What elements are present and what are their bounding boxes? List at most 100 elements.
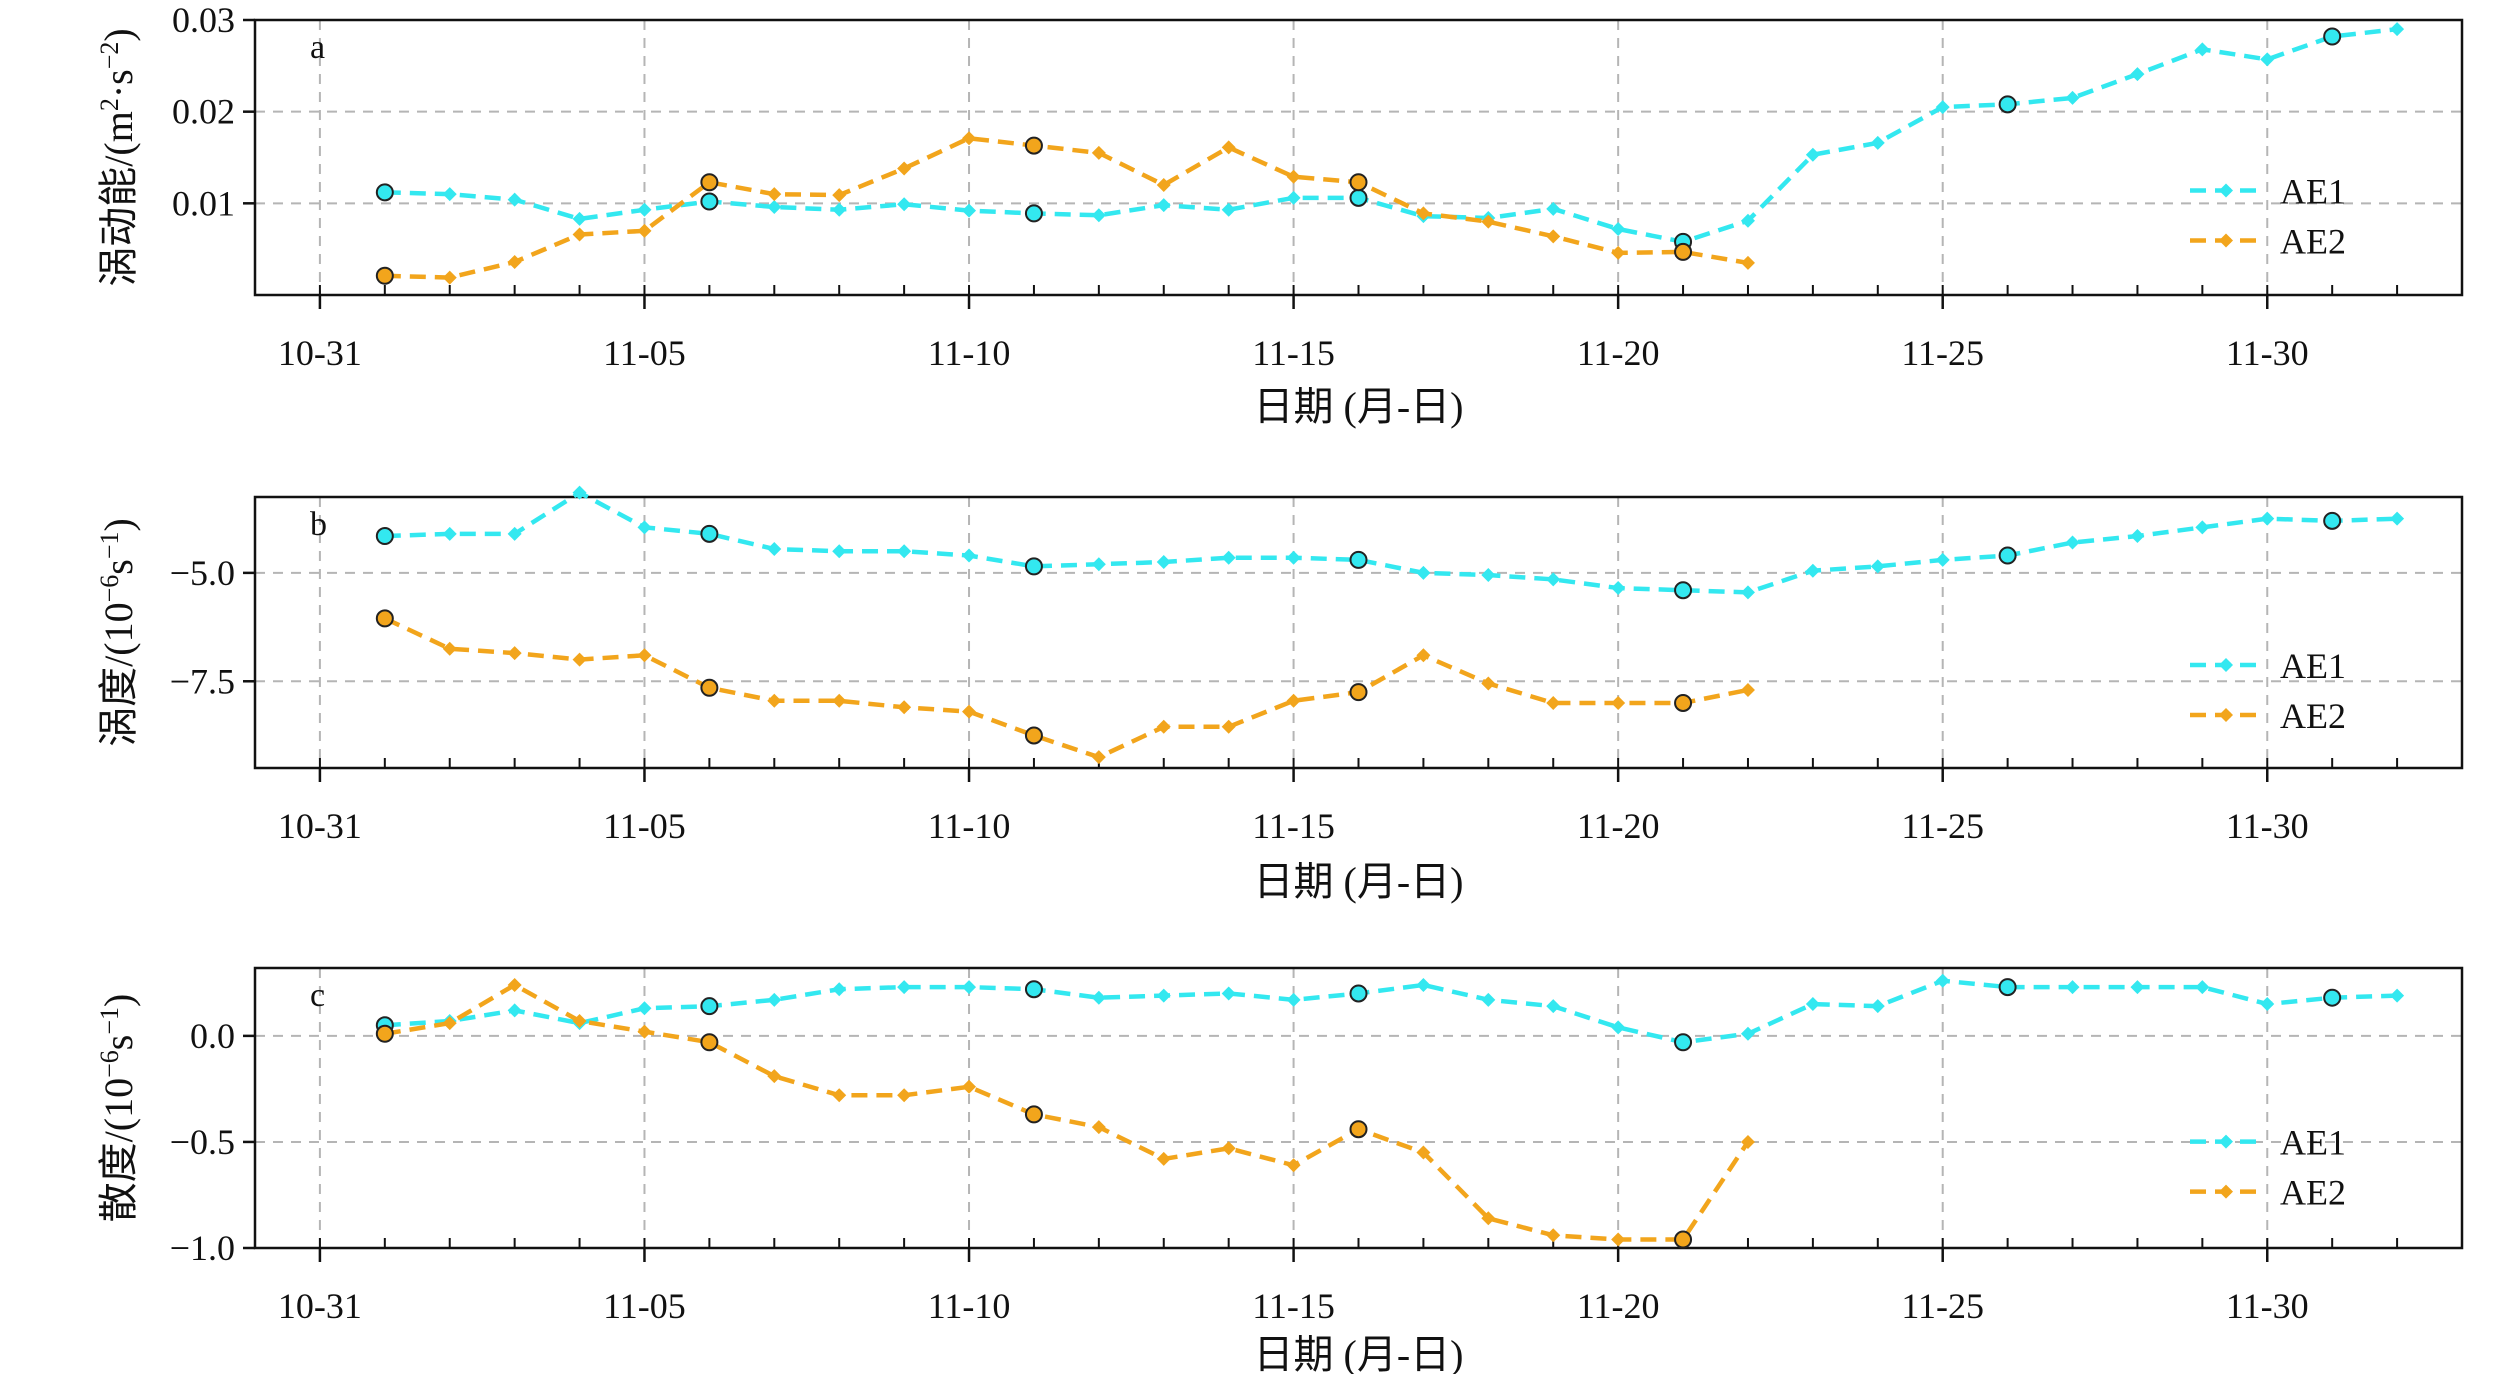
highlighted-point-ae1 [1349,188,1368,207]
series-line-ae1 [384,490,2398,595]
data-point-ae1 [2390,511,2405,526]
data-point-ae1 [1870,999,1885,1014]
x-tick-label: 11-10 [928,806,1011,846]
highlighted-point-ae2 [700,1033,719,1052]
legend-marker-ae2 [2219,1184,2233,1199]
data-point-ae2 [1091,1120,1106,1135]
data-point-ae2 [1546,695,1561,710]
data-point-ae1 [1156,555,1171,570]
highlighted-point-ae1 [1998,95,2017,114]
x-tick-label: 11-20 [1577,333,1660,373]
y-axis-title: 涡度/(10−6s−1) [95,518,142,747]
data-point-ae2 [832,188,847,203]
x-tick-label: 11-30 [2226,806,2309,846]
data-point-ae2 [1611,1232,1626,1247]
highlighted-point-ae2 [1674,1230,1693,1249]
highlighted-point-ae2 [1024,136,1043,155]
highlighted-point-ae1 [700,192,719,211]
x-tick-label: 11-25 [1901,806,1984,846]
legend-marker-ae1 [2219,658,2233,673]
legend-label-ae1: AE1 [2280,172,2346,212]
data-point-ae1 [2260,52,2275,67]
data-point-ae2 [1091,145,1106,160]
x-tick-label: 11-15 [1252,333,1335,373]
data-point-ae2 [507,977,522,992]
highlighted-point-ae1 [1998,978,2017,997]
data-point-ae2 [1286,169,1301,184]
data-point-ae1 [1156,198,1171,213]
x-tick-label: 11-20 [1577,806,1660,846]
data-point-ae1 [962,548,977,563]
data-point-ae1 [2130,980,2145,995]
y-tick-label: −1.0 [170,1228,235,1268]
x-tick-label: 11-05 [603,806,686,846]
data-point-ae1 [637,520,652,535]
data-point-ae1 [507,526,522,541]
data-point-ae1 [2195,980,2210,995]
data-point-ae1 [1286,992,1301,1007]
highlighted-point-ae2 [375,609,394,628]
data-point-ae1 [2390,988,2405,1003]
data-point-ae2 [507,255,522,269]
series-line-ae2 [384,135,1749,280]
data-point-ae2 [1416,1145,1431,1160]
data-point-ae2 [442,641,457,656]
highlighted-point-ae1 [1998,546,2017,565]
data-point-ae1 [1805,147,1820,162]
data-point-ae2 [1740,255,1755,270]
data-point-ae2 [1481,1211,1496,1226]
data-point-ae2 [1481,676,1496,691]
highlighted-point-ae2 [1349,1120,1368,1139]
highlighted-point-ae1 [700,997,719,1016]
data-point-ae1 [767,200,782,214]
data-point-ae2 [1221,719,1236,734]
data-point-ae1 [1221,986,1236,1001]
data-point-ae2 [1416,206,1431,221]
data-point-ae2 [507,646,522,661]
x-axis-title: 日期 (月-日) [1254,384,1464,429]
data-point-ae2 [832,1088,847,1103]
data-point-ae2 [637,1024,652,1039]
data-point-ae2 [572,652,587,667]
data-point-ae1 [1546,999,1561,1014]
data-point-ae2 [897,161,912,176]
y-tick-label: 0.0 [190,1016,235,1056]
panel-label: a [310,29,325,66]
data-point-ae1 [1935,100,1950,115]
x-tick-label: 11-30 [2226,1286,2309,1326]
data-point-ae2 [1221,1141,1236,1156]
data-point-ae1 [1740,585,1755,600]
x-tick-label: 11-15 [1252,1286,1335,1326]
data-point-ae1 [637,202,652,217]
data-point-ae1 [2195,520,2210,535]
data-point-ae2 [572,1014,587,1029]
data-point-ae1 [2195,42,2210,57]
data-point-ae1 [832,202,847,217]
x-tick-label: 11-05 [603,333,686,373]
highlighted-point-ae2 [1674,693,1693,712]
data-point-ae1 [2065,90,2080,105]
data-point-ae2 [1156,1151,1171,1166]
data-point-ae1 [572,211,587,226]
data-point-ae1 [1091,208,1106,223]
data-point-ae2 [962,1079,977,1094]
legend-label-ae2: AE2 [2280,1173,2346,1213]
y-tick-label: −7.5 [170,661,235,701]
data-point-ae1 [1740,1026,1755,1041]
data-point-ae1 [767,992,782,1007]
highlighted-point-ae2 [375,1024,394,1043]
data-point-ae1 [1091,557,1106,572]
legend-label-ae1: AE1 [2280,1123,2346,1163]
data-point-ae2 [637,223,652,238]
y-axis-title: 散度/(10−6s−1) [95,994,142,1223]
highlighted-point-ae1 [1674,581,1693,600]
highlighted-point-ae1 [1674,1033,1693,1052]
legend-marker-ae2 [2219,233,2233,248]
data-point-ae1 [1286,190,1301,205]
data-point-ae2 [1481,214,1496,229]
data-point-ae2 [1416,648,1431,663]
data-point-ae1 [1286,550,1301,565]
data-point-ae1 [507,192,522,207]
data-point-ae1 [2130,529,2145,544]
